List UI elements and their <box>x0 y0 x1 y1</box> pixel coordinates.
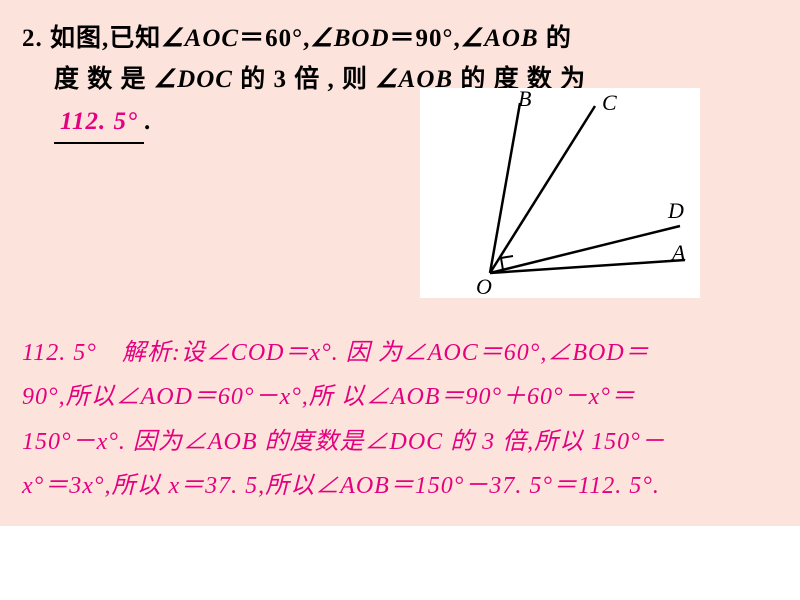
sol-p13: 的度数是 <box>258 429 365 455</box>
solution-text: 112. 5° 解析:设∠COD＝x°. 因 为∠AOC＝60°,∠BOD＝ 9… <box>22 331 778 509</box>
label-a: A <box>670 240 686 265</box>
sol-xonly: x <box>169 473 181 499</box>
sol-p6: 90°,所以 <box>22 384 116 410</box>
problem-line1-a: 如图,已知 <box>50 25 161 52</box>
label-c: C <box>602 90 617 115</box>
sol-x5: x° <box>22 473 44 499</box>
sol-aob3: ∠AOB <box>315 473 390 499</box>
sol-p5: ＝ <box>625 340 650 366</box>
sol-p3: . 因 为 <box>332 340 403 366</box>
angle-doc: ∠DOC <box>154 66 233 93</box>
problem-line2-b: 的 3 倍 , 则 <box>233 66 375 93</box>
eq-60: ＝60°, <box>239 25 310 52</box>
sol-aob2: ∠AOB <box>183 429 258 455</box>
sol-p12: . 因为 <box>119 429 183 455</box>
sol-cod: ∠COD <box>206 340 285 366</box>
problem-line2-a: 度 数 是 <box>54 66 154 93</box>
angle-bod: ∠BOD <box>310 25 389 52</box>
sol-x4: x° <box>97 429 119 455</box>
diagram-bg <box>420 88 700 298</box>
problem-block: 2. 如图,已知∠AOC＝60°,∠BOD＝90°,∠AOB 的 度 数 是 ∠… <box>0 0 800 319</box>
sol-x1: x° <box>309 340 331 366</box>
angle-aoc: ∠AOC <box>161 25 239 52</box>
angle-aob: ∠AOB <box>461 25 539 52</box>
sol-x3: x° <box>589 384 611 410</box>
problem-number: 2. <box>22 25 43 52</box>
sol-p1: 112. 5° 解析:设 <box>22 340 206 366</box>
sol-aoc: ∠AOC <box>403 340 479 366</box>
label-o: O <box>476 274 492 298</box>
sol-doc: ∠DOC <box>365 429 444 455</box>
eq-90: ＝90°, <box>390 25 461 52</box>
sol-p18: ＝150°－37. 5°＝112. 5°. <box>390 473 660 499</box>
answer-period: . <box>144 108 151 135</box>
sol-p7: ＝60°－ <box>193 384 280 410</box>
sol-aod: ∠AOD <box>116 384 193 410</box>
sol-p9: ＝90°＋60°－ <box>440 384 588 410</box>
answer-blank: 112. 5° <box>54 101 144 144</box>
sol-p10: ＝ <box>611 384 636 410</box>
tail1: 的 <box>539 25 572 52</box>
sol-p2: ＝ <box>284 340 309 366</box>
sol-p16: ,所以 <box>105 473 169 499</box>
geometry-diagram: B C D A O <box>420 88 700 298</box>
sol-bod: ∠BOD <box>547 340 624 366</box>
sol-p11: 150°－ <box>22 429 97 455</box>
diagram-svg: B C D A O <box>420 88 700 298</box>
label-d: D <box>667 198 684 223</box>
label-b: B <box>518 88 531 111</box>
sol-p8: ,所 以 <box>302 384 366 410</box>
solution-block: 112. 5° 解析:设∠COD＝x°. 因 为∠AOC＝60°,∠BOD＝ 9… <box>0 319 800 527</box>
sol-x6: x° <box>82 473 104 499</box>
sol-aob: ∠AOB <box>366 384 441 410</box>
sol-p14: 的 3 倍,所以 150°－ <box>443 429 666 455</box>
sol-x2: x° <box>280 384 302 410</box>
sol-p15: ＝3 <box>44 473 82 499</box>
sol-p4: ＝60°, <box>479 340 548 366</box>
sol-p17: ＝37. 5,所以 <box>180 473 315 499</box>
